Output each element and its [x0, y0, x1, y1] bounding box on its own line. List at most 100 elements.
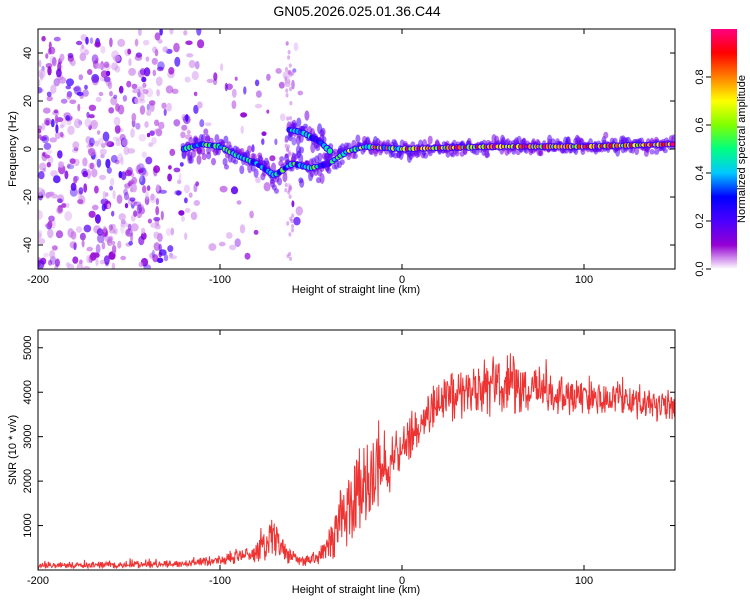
spectrogram-noise-blob: [57, 198, 63, 203]
spectrogram-ridge-haze: [245, 151, 251, 158]
spectrogram-noise-blob: [89, 252, 97, 261]
spectrogram-noise-blob: [143, 264, 151, 269]
spectrogram-noise-blob: [88, 162, 96, 170]
spectrogram-noise-blob: [153, 216, 161, 222]
spectrogram-noise-blob: [261, 131, 267, 136]
snr-x-tick-label: 100: [575, 575, 593, 587]
spectrogram-noise-blob: [230, 186, 239, 195]
spectrogram-noise-blob: [107, 81, 113, 90]
spectrogram-ridge-haze: [321, 136, 327, 144]
spectrogram-noise-blob: [140, 227, 146, 234]
spectrogram-noise-blob: [168, 67, 175, 75]
spectrogram-noise-blob: [56, 68, 62, 78]
spectrogram-noise-blob: [139, 172, 143, 183]
spectrogram-noise-blob: [83, 224, 92, 233]
spectrogram-noise-blob: [53, 175, 61, 184]
spectrogram-noise-blob: [170, 227, 175, 236]
spectrogram-noise-blob: [158, 249, 167, 256]
spectrogram-noise-blob: [58, 76, 67, 84]
spectrogram-ridge-haze: [474, 149, 480, 156]
spectrogram-noise-blob: [156, 257, 164, 263]
spectrogram-noise-blob: [129, 197, 136, 202]
spectrogram-noise-blob: [95, 96, 102, 103]
spectrogram-noise-blob: [157, 61, 165, 71]
spectrogram-noise-blob: [286, 221, 290, 226]
spectrogram-noise-blob: [101, 241, 106, 250]
spectrogram-noise-blob: [128, 67, 137, 76]
spectrogram-noise-blob: [45, 53, 49, 59]
spectrogram-noise-blob: [118, 85, 124, 94]
spectrogram-x-tick-label: 0: [399, 274, 405, 286]
spectrogram-noise-blob: [91, 54, 99, 64]
spectrogram-noise-blob: [97, 130, 101, 135]
spectrogram-noise-blob: [249, 210, 254, 219]
spectrogram-noise-blob: [240, 125, 244, 134]
spectrogram-noise-blob: [79, 52, 87, 62]
spectrogram-noise-blob: [49, 55, 57, 65]
spectrogram-noise-blob: [48, 215, 55, 222]
spectrogram-noise-blob: [220, 63, 224, 72]
spectrogram-noise-blob: [84, 49, 89, 56]
spectrogram-noise-blob: [142, 89, 149, 95]
spectrogram-noise-blob: [91, 73, 100, 83]
spectrogram-noise-blob: [43, 154, 51, 159]
spectrogram-noise-blob: [61, 203, 67, 208]
spectrogram-noise-blob: [218, 241, 226, 247]
spectrogram-noise-blob: [92, 204, 99, 211]
spectrogram-noise-blob: [284, 76, 288, 81]
spectrogram-noise-blob: [113, 55, 121, 62]
spectrogram-noise-blob: [99, 174, 106, 181]
spectrogram-ridge-haze: [188, 155, 194, 164]
spectrogram-noise-blob: [113, 228, 118, 235]
spectrogram-noise-blob: [151, 249, 155, 258]
spectrogram-noise-blob: [111, 244, 117, 254]
spectrogram-noise-blob: [89, 37, 94, 44]
spectrogram-noise-blob: [49, 250, 55, 259]
spectrogram-ridge-haze: [200, 147, 206, 155]
spectrogram-noise-blob: [117, 104, 125, 115]
spectrogram-noise-blob: [146, 185, 151, 192]
spectrogram-noise-blob: [137, 169, 144, 174]
spectrogram-noise-blob: [291, 71, 295, 76]
spectrogram-ridge-haze: [277, 177, 282, 186]
spectrogram-noise-blob: [103, 61, 110, 68]
spectrogram-noise-blob: [156, 66, 164, 72]
spectrogram-noise-blob: [289, 186, 293, 191]
spectrogram-noise-blob: [46, 149, 53, 154]
spectrogram-noise-blob: [78, 187, 84, 195]
spectrogram-noise-blob: [106, 203, 111, 209]
spectrogram-noise-blob: [138, 261, 144, 268]
spectrogram-noise-blob: [138, 134, 147, 142]
spectrogram-noise-blob: [110, 223, 116, 230]
spectrogram-noise-blob: [111, 50, 119, 60]
spectrogram-noise-blob: [107, 236, 113, 243]
spectrogram-ridge-haze: [500, 134, 505, 145]
spectrogram-noise-blob: [95, 257, 99, 267]
spectrogram-noise-blob: [244, 252, 251, 260]
colorbar-tick-label: 0.6: [694, 117, 706, 132]
spectrogram-noise-blob: [109, 177, 115, 187]
spectrogram-noise-blob: [171, 88, 179, 95]
spectrogram-noise-blob: [153, 165, 161, 174]
spectrogram-noise-blob: [147, 218, 152, 224]
spectrogram-noise-blob: [136, 90, 142, 98]
spectrogram-noise-blob: [73, 118, 82, 129]
spectrogram-noise-blob: [86, 144, 91, 149]
spectrogram-noise-blob: [196, 29, 202, 36]
spectrogram-ridge-haze: [320, 127, 326, 137]
spectrogram-noise-blob: [293, 216, 301, 226]
spectrogram-noise-blob: [86, 169, 92, 179]
spectrogram-noise-blob: [284, 182, 288, 188]
spectrogram-noise-blob: [255, 176, 261, 184]
spectrogram-noise-blob: [57, 150, 63, 159]
spectrogram-noise-blob: [122, 95, 128, 102]
spectrogram-noise-blob: [106, 166, 112, 174]
spectrogram-noise-blob: [39, 162, 47, 171]
spectrogram-noise-blob: [188, 192, 193, 198]
spectrogram-noise-blob: [266, 73, 271, 81]
spectrogram-noise-blob: [285, 41, 289, 46]
spectrogram-noise-blob: [79, 259, 83, 265]
spectrogram-noise-blob: [100, 70, 108, 78]
spectrogram-ridge-haze: [649, 149, 655, 155]
spectrogram-noise-blob: [167, 173, 173, 182]
